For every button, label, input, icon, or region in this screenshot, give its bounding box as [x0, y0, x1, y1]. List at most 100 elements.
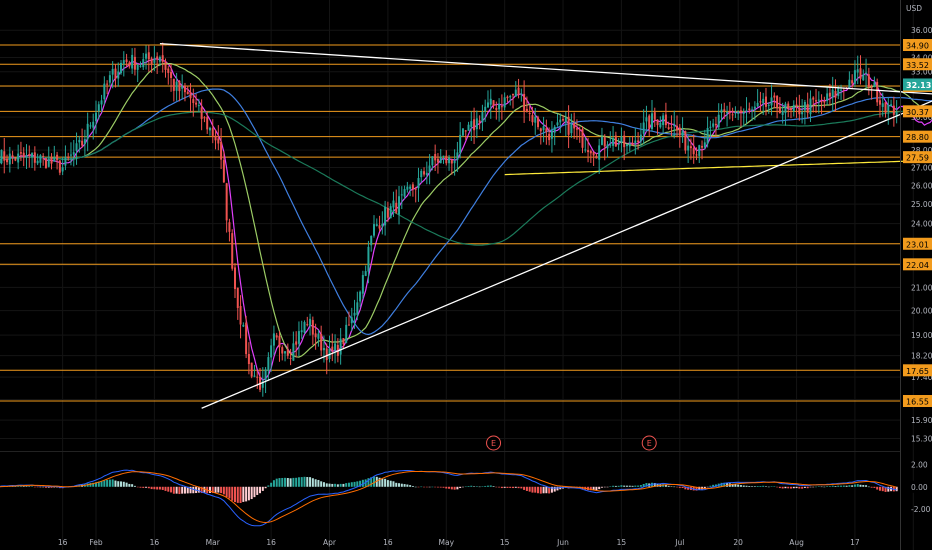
candle-body[interactable] [801, 112, 804, 115]
price-axis[interactable]: 36.0034.0033.0032.0030.0028.0027.0026.00… [903, 26, 932, 443]
candle-body[interactable] [370, 235, 373, 246]
earnings-marker[interactable] [641, 435, 657, 451]
candle-body[interactable] [178, 80, 181, 92]
candle-body[interactable] [19, 152, 22, 154]
candle-body[interactable] [167, 68, 170, 73]
candle-body[interactable] [556, 122, 559, 126]
candle-body[interactable] [156, 56, 159, 60]
candle-body[interactable] [459, 134, 462, 153]
candle-body[interactable] [712, 123, 715, 127]
candle-body[interactable] [339, 338, 342, 355]
candle-body[interactable] [147, 52, 150, 60]
candle-body[interactable] [531, 115, 534, 123]
candle-body[interactable] [895, 112, 898, 117]
candle-body[interactable] [834, 90, 837, 98]
candle-body[interactable] [820, 101, 823, 103]
candle-body[interactable] [623, 135, 626, 148]
candle-body[interactable] [681, 130, 684, 137]
candle-body[interactable] [236, 287, 239, 308]
candle-body[interactable] [856, 69, 859, 73]
candle-body[interactable] [431, 156, 434, 166]
candle-body[interactable] [731, 114, 734, 116]
candle-body[interactable] [33, 152, 36, 163]
candle-body[interactable] [56, 154, 59, 161]
candle-body[interactable] [634, 140, 637, 144]
candle-body[interactable] [778, 106, 781, 114]
candle-body[interactable] [664, 114, 667, 126]
candle-body[interactable] [498, 103, 501, 110]
candle-body[interactable] [97, 104, 100, 112]
candle-body[interactable] [161, 55, 164, 63]
candle-body[interactable] [373, 224, 375, 236]
candle-body[interactable] [208, 127, 211, 131]
candle-body[interactable] [289, 357, 292, 359]
candle-body[interactable] [792, 104, 795, 112]
candle-body[interactable] [776, 96, 779, 109]
candle-body[interactable] [698, 145, 701, 156]
candle-body[interactable] [120, 62, 123, 74]
candle-body[interactable] [128, 62, 131, 67]
candle-body[interactable] [11, 155, 14, 158]
candle-body[interactable] [826, 93, 829, 102]
candle-body[interactable] [64, 156, 67, 166]
candle-body[interactable] [239, 306, 242, 325]
candle-body[interactable] [36, 160, 39, 164]
candle-body[interactable] [409, 186, 412, 189]
candle-body[interactable] [612, 137, 615, 146]
candle-body[interactable] [206, 117, 209, 130]
candle-body[interactable] [95, 112, 97, 122]
candle-body[interactable] [270, 345, 273, 358]
candle-body[interactable] [231, 233, 234, 269]
candle-body[interactable] [364, 271, 367, 276]
candle-body[interactable] [139, 65, 142, 67]
candle-body[interactable] [145, 53, 148, 59]
candle-body[interactable] [125, 59, 128, 63]
candle-body[interactable] [170, 72, 173, 78]
candle-body[interactable] [706, 127, 709, 144]
candle-body[interactable] [448, 157, 451, 164]
candle-body[interactable] [453, 160, 456, 164]
candle-body[interactable] [475, 118, 478, 130]
candle-body[interactable] [806, 103, 809, 113]
candle-body[interactable] [225, 183, 228, 221]
candle-body[interactable] [86, 123, 89, 140]
candle-body[interactable] [200, 107, 203, 119]
candle-body[interactable] [745, 110, 748, 112]
candle-body[interactable] [361, 275, 364, 294]
candle-body[interactable] [759, 101, 762, 103]
candle-body[interactable] [790, 107, 792, 111]
candle-body[interactable] [695, 154, 698, 156]
candle-body[interactable] [714, 123, 717, 126]
candle-body[interactable] [617, 144, 620, 146]
candle-body[interactable] [67, 157, 70, 159]
candle-body[interactable] [389, 206, 392, 219]
candle-body[interactable] [467, 124, 470, 131]
candle-body[interactable] [303, 322, 306, 333]
candle-body[interactable] [528, 112, 531, 114]
candle-body[interactable] [484, 106, 487, 112]
candle-body[interactable] [523, 93, 526, 112]
candle-body[interactable] [598, 145, 601, 160]
candle-body[interactable] [61, 167, 64, 172]
candle-body[interactable] [331, 346, 334, 351]
candle-body[interactable] [837, 88, 840, 97]
candle-body[interactable] [762, 98, 765, 104]
candle-body[interactable] [631, 142, 634, 146]
candle-body[interactable] [234, 267, 236, 289]
candle-body[interactable] [164, 61, 167, 70]
candle-body[interactable] [295, 341, 298, 345]
candle-body[interactable] [386, 207, 389, 218]
candle-body[interactable] [423, 171, 426, 175]
candle-body[interactable] [625, 144, 628, 147]
candle-body[interactable] [22, 152, 25, 158]
candle-body[interactable] [103, 83, 106, 100]
candle-body[interactable] [500, 106, 503, 108]
candle-body[interactable] [31, 153, 34, 158]
candle-body[interactable] [512, 93, 514, 96]
candle-body[interactable] [114, 68, 117, 79]
candle-body[interactable] [773, 95, 776, 98]
candle-body[interactable] [92, 121, 95, 128]
candle-body[interactable] [47, 158, 50, 167]
candle-body[interactable] [395, 202, 398, 213]
candle-body[interactable] [606, 144, 609, 149]
